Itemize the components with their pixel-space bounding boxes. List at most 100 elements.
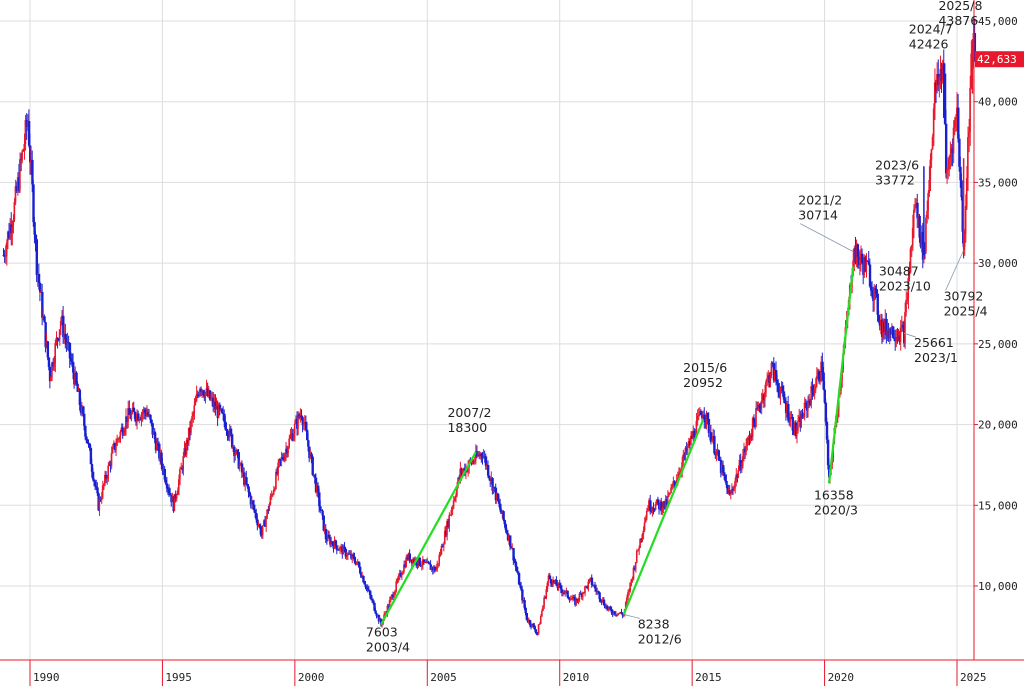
candle-body bbox=[112, 442, 115, 448]
candle-body bbox=[816, 371, 819, 377]
candle-body bbox=[281, 457, 285, 460]
candle-body bbox=[885, 319, 888, 336]
candle-body bbox=[454, 495, 457, 499]
candle-body bbox=[143, 409, 147, 413]
candle-body bbox=[86, 439, 89, 444]
candle-body bbox=[605, 605, 607, 609]
candle-body bbox=[13, 201, 16, 220]
candle-body bbox=[661, 508, 663, 512]
candle-body bbox=[499, 503, 502, 510]
candle-body bbox=[858, 259, 861, 266]
candle-body bbox=[21, 151, 23, 161]
candle-body bbox=[653, 509, 657, 511]
candle-body bbox=[378, 619, 381, 622]
candle-body bbox=[485, 465, 488, 467]
candle-body bbox=[95, 486, 98, 488]
candle-body bbox=[294, 418, 297, 424]
candle-body bbox=[376, 615, 379, 617]
candle-body bbox=[377, 615, 381, 622]
candle-body bbox=[417, 557, 420, 566]
candle-body bbox=[411, 559, 414, 564]
candle-body bbox=[576, 598, 579, 601]
candle-body bbox=[253, 504, 256, 511]
candle-body bbox=[826, 439, 830, 465]
candle-body bbox=[407, 553, 410, 560]
candle-body bbox=[752, 417, 756, 423]
y-tick-label: 25,000 bbox=[978, 338, 1018, 351]
candle-body bbox=[373, 602, 376, 611]
candle-body bbox=[687, 441, 690, 447]
candle-body bbox=[582, 592, 586, 594]
candle-body bbox=[787, 403, 790, 421]
candle-body bbox=[303, 421, 306, 424]
candle-body bbox=[879, 319, 882, 326]
candle-body bbox=[110, 453, 113, 467]
candle-body bbox=[855, 244, 858, 263]
candle-body bbox=[194, 401, 197, 406]
candle-body bbox=[524, 607, 527, 613]
candle-body bbox=[820, 361, 822, 381]
candle-body bbox=[715, 451, 718, 456]
candle-body bbox=[166, 488, 170, 490]
candle-body bbox=[642, 530, 645, 535]
candle-body bbox=[953, 120, 956, 128]
candle-body bbox=[96, 487, 99, 494]
candle-body bbox=[275, 471, 277, 489]
candle-body bbox=[758, 405, 761, 408]
candle-body bbox=[505, 530, 509, 534]
candle-body bbox=[68, 342, 72, 359]
candle-body bbox=[322, 515, 325, 531]
candle-body bbox=[241, 472, 244, 474]
candle-body bbox=[514, 561, 517, 567]
annotation-line-2: 2023/1 bbox=[914, 350, 958, 365]
candle-body bbox=[967, 137, 969, 178]
candle-body bbox=[78, 389, 82, 405]
candle-body bbox=[856, 244, 860, 257]
candle-body bbox=[234, 454, 236, 457]
candle-body bbox=[319, 506, 322, 510]
candle-body bbox=[239, 463, 242, 465]
candle-body bbox=[119, 431, 122, 439]
candle-body bbox=[679, 472, 681, 474]
candle-body bbox=[238, 464, 241, 469]
candle-body bbox=[405, 557, 407, 567]
candle-body bbox=[917, 215, 919, 219]
candle-body bbox=[142, 409, 145, 414]
candle-body bbox=[4, 255, 7, 257]
candle-body bbox=[357, 561, 361, 567]
candle-body bbox=[152, 431, 155, 435]
candle-body bbox=[221, 409, 224, 413]
candle-body bbox=[569, 598, 572, 601]
annotation-line-1: 2023/6 bbox=[875, 157, 919, 172]
candle-body bbox=[713, 435, 716, 454]
candle-body bbox=[333, 540, 336, 549]
candle-body bbox=[861, 253, 864, 263]
candle-body bbox=[627, 592, 629, 598]
candle-body bbox=[232, 446, 234, 448]
candle-body bbox=[51, 362, 53, 378]
candle-body bbox=[371, 599, 374, 601]
candle-body bbox=[329, 537, 332, 545]
candle-body bbox=[118, 438, 120, 440]
candle-body bbox=[91, 471, 95, 480]
candle-body bbox=[467, 466, 469, 472]
candle-body bbox=[428, 563, 431, 565]
candle-body bbox=[137, 413, 140, 421]
candle-body bbox=[656, 499, 660, 503]
candle-body bbox=[193, 405, 196, 414]
candle-body bbox=[541, 610, 543, 617]
candle-body bbox=[589, 577, 592, 580]
candle-body bbox=[320, 509, 323, 511]
candle-body bbox=[711, 440, 713, 443]
candle-body bbox=[810, 386, 812, 405]
candle-body bbox=[438, 554, 441, 564]
candle-body bbox=[617, 613, 619, 615]
candle-body bbox=[890, 326, 893, 335]
candle-body bbox=[874, 288, 877, 290]
candle-body bbox=[559, 585, 563, 590]
candle-body bbox=[716, 450, 719, 452]
candle-body bbox=[24, 120, 27, 144]
candle-body bbox=[226, 430, 229, 436]
candle-body bbox=[675, 479, 678, 485]
